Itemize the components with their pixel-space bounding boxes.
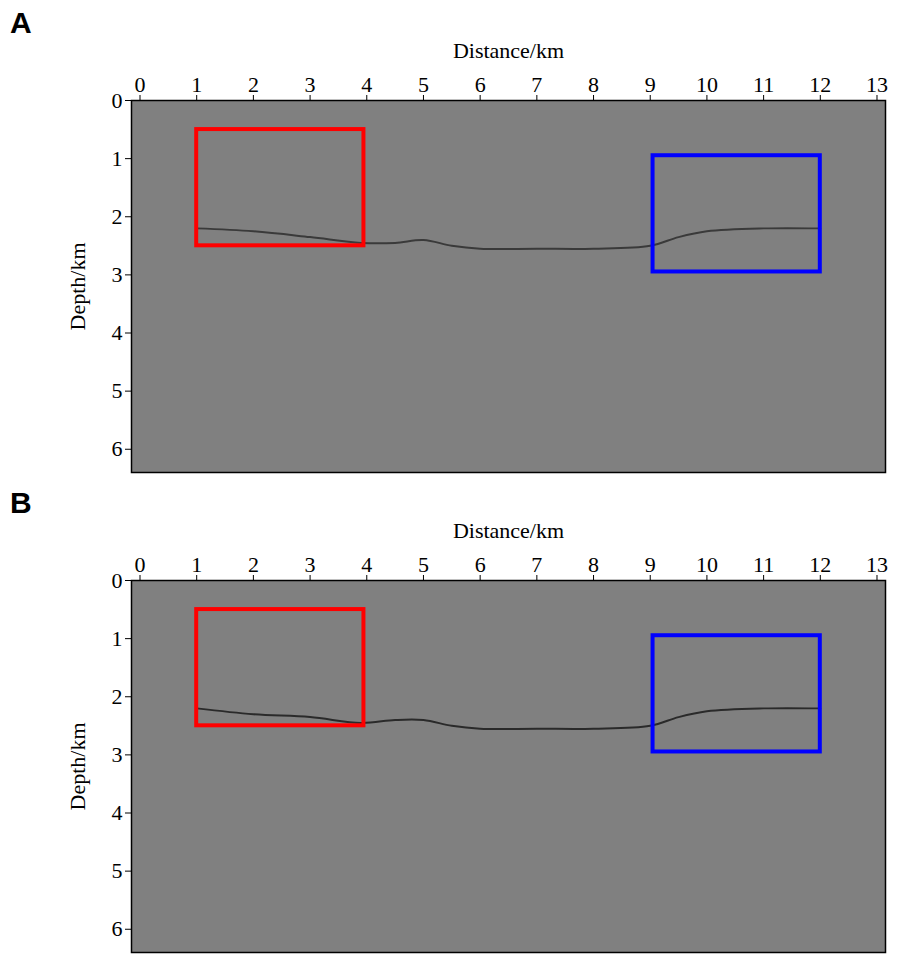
svg-text:5: 5: [112, 858, 123, 883]
svg-text:4: 4: [361, 72, 372, 97]
svg-text:Distance/km: Distance/km: [453, 38, 564, 63]
svg-text:7: 7: [531, 552, 542, 577]
svg-text:5: 5: [418, 552, 429, 577]
svg-text:3: 3: [305, 552, 316, 577]
svg-text:Depth/km: Depth/km: [65, 243, 90, 331]
svg-text:5: 5: [418, 72, 429, 97]
svg-text:3: 3: [112, 742, 123, 767]
svg-text:9: 9: [645, 72, 656, 97]
html-text:B: B: [10, 486, 32, 519]
svg-text:2: 2: [112, 204, 123, 229]
svg-text:0: 0: [135, 552, 146, 577]
svg-text:3: 3: [305, 72, 316, 97]
svg-text:Depth/km: Depth/km: [65, 723, 90, 811]
svg-text:2: 2: [248, 72, 259, 97]
svg-text:5: 5: [112, 378, 123, 403]
svg-text:0: 0: [112, 568, 123, 593]
svg-text:10: 10: [696, 72, 718, 97]
svg-text:12: 12: [809, 552, 831, 577]
svg-text:1: 1: [112, 626, 123, 651]
svg-text:13: 13: [866, 552, 888, 577]
svg-text:1: 1: [191, 552, 202, 577]
svg-text:1: 1: [112, 146, 123, 171]
svg-text:6: 6: [112, 436, 123, 461]
svg-text:11: 11: [753, 72, 774, 97]
svg-text:0: 0: [112, 88, 123, 113]
svg-text:1: 1: [191, 72, 202, 97]
html-text:A: A: [10, 6, 32, 39]
svg-text:6: 6: [475, 72, 486, 97]
svg-text:10: 10: [696, 552, 718, 577]
svg-text:8: 8: [588, 552, 599, 577]
svg-text:11: 11: [753, 552, 774, 577]
svg-text:6: 6: [475, 552, 486, 577]
svg-text:Distance/km: Distance/km: [453, 518, 564, 543]
svg-text:12: 12: [809, 72, 831, 97]
svg-text:4: 4: [112, 800, 123, 825]
svg-text:4: 4: [112, 320, 123, 345]
svg-text:3: 3: [112, 262, 123, 287]
svg-text:13: 13: [866, 72, 888, 97]
svg-text:0: 0: [135, 72, 146, 97]
svg-text:9: 9: [645, 552, 656, 577]
svg-text:2: 2: [112, 684, 123, 709]
svg-text:4: 4: [361, 552, 372, 577]
svg-text:2: 2: [248, 552, 259, 577]
svg-text:6: 6: [112, 916, 123, 941]
svg-text:8: 8: [588, 72, 599, 97]
svg-text:7: 7: [531, 72, 542, 97]
